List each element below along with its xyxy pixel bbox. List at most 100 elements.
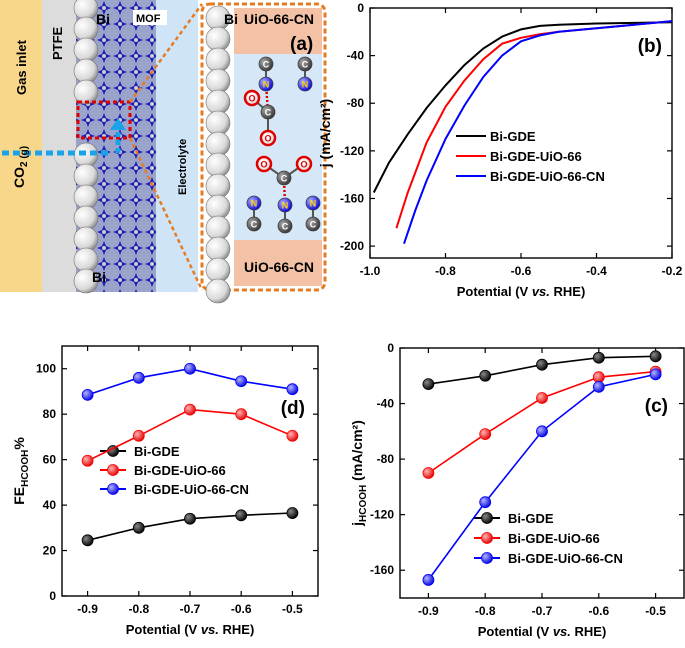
atom-symbol: C xyxy=(302,60,309,70)
bi-sphere xyxy=(73,163,99,189)
y-axis-label-suffix: (mA/cm²) xyxy=(349,420,365,485)
bi-sphere xyxy=(205,278,231,304)
atom xyxy=(276,170,292,186)
bi-sphere xyxy=(205,47,231,73)
data-point xyxy=(184,403,196,416)
legend-label: Bi-GDE-UiO-66 xyxy=(508,531,600,546)
atom-symbol: C xyxy=(282,222,289,232)
data-point xyxy=(592,380,605,393)
y-tick-label: -120 xyxy=(340,144,364,158)
panel-label: (c) xyxy=(645,396,668,417)
uio-label-top: UiO-66-CN xyxy=(244,11,314,27)
atom xyxy=(255,155,273,173)
x-tick-label: -0.2 xyxy=(662,264,683,278)
electrolyte-label: Electrolyte xyxy=(177,139,189,195)
atom-symbol: O xyxy=(248,94,255,104)
legend-marker xyxy=(107,483,119,495)
panel-label: (d) xyxy=(281,398,305,419)
x-tick-label: -0.6 xyxy=(231,602,252,616)
y-tick-label: 100 xyxy=(36,362,56,376)
chart-c: -0.9 -0.8 -0.7 -0.6 -0.5 0 -40 -80 -120 -160 Poten… xyxy=(349,341,685,639)
zoom-box xyxy=(76,100,132,140)
atom xyxy=(258,76,274,92)
bi-sphere xyxy=(205,131,231,157)
y-axis-label-sub: HCOOH xyxy=(20,450,31,487)
x-tick-label: -0.6 xyxy=(588,604,609,618)
bi-sphere xyxy=(205,89,231,115)
legend-label: Bi-GDE xyxy=(508,511,554,526)
x-axis-label-italic: vs. xyxy=(553,624,571,639)
zoom-line-top xyxy=(128,3,204,103)
atom-symbol: C xyxy=(310,220,317,230)
data-point xyxy=(235,375,248,388)
bi-sphere-column xyxy=(73,0,99,294)
legend-label: Bi-GDE xyxy=(490,129,536,144)
bi-sphere xyxy=(205,152,231,178)
y-axis-label-sub: HCOOH xyxy=(358,485,369,522)
atom xyxy=(277,218,293,234)
atom xyxy=(295,155,313,173)
y-tick-label: 60 xyxy=(43,453,57,467)
data-point xyxy=(132,371,145,384)
y-tick-label: -40 xyxy=(347,49,365,63)
x-axis-label-prefix: Potential (V xyxy=(457,284,532,299)
bi-sphere xyxy=(73,205,99,231)
chart-b: -1.0 -0.8 -0.6 -0.4 -0.2 0 -40 -80 -120 -160 -200 P… xyxy=(317,1,683,299)
data-point xyxy=(649,350,662,363)
y-tick-label: -160 xyxy=(340,191,364,205)
zoom-line-bottom xyxy=(128,137,204,291)
legend-marker xyxy=(481,552,493,564)
co2-label: CO2 (g) xyxy=(11,146,30,188)
y-tick-label: -200 xyxy=(340,239,364,253)
bi-label-zoom: Bi xyxy=(224,11,238,27)
data-point xyxy=(81,454,94,467)
atom-symbol: O xyxy=(300,160,307,170)
x-axis-label-suffix: RHE) xyxy=(219,622,254,637)
bi-sphere xyxy=(73,16,99,42)
legend-label: Bi-GDE-UiO-66-CN xyxy=(490,169,605,184)
uio-label-bottom: UiO-66-CN xyxy=(244,259,314,275)
y-tick-label: -80 xyxy=(377,452,395,466)
y-tick-label: 40 xyxy=(43,498,57,512)
bi-label-top: Bi xyxy=(96,11,110,27)
x-tick-label: -0.9 xyxy=(418,604,439,618)
series-line-0 xyxy=(372,21,673,193)
x-tick-label: -0.7 xyxy=(532,604,553,618)
y-axis-label-main: FE xyxy=(11,487,27,505)
legend-marker xyxy=(481,532,493,544)
atom-symbol: N xyxy=(263,80,270,90)
data-point xyxy=(235,408,248,421)
bi-sphere xyxy=(205,215,231,241)
bi-label-bottom: Bi xyxy=(92,269,106,285)
panel-a-label: (a) xyxy=(290,34,313,55)
y-tick-label: -80 xyxy=(347,96,365,110)
chart-d: -0.9 -0.8 -0.7 -0.6 -0.5 0 20 40 60 80 100 Potentia… xyxy=(11,345,319,637)
bi-sphere xyxy=(73,226,99,252)
y-tick-label: 0 xyxy=(49,589,56,603)
legend-label: Bi-GDE-UiO-66-CN xyxy=(508,551,623,566)
atom xyxy=(277,197,293,213)
bi-sphere xyxy=(205,26,231,52)
y-axis-label-main: j (mA/cm²) xyxy=(317,99,333,168)
atom-symbol: C xyxy=(263,60,270,70)
mof-label: MOF xyxy=(136,13,161,25)
data-point xyxy=(422,574,435,586)
data-point xyxy=(235,509,248,522)
x-tick-label: -0.5 xyxy=(645,604,666,618)
atom-symbol: C xyxy=(281,174,288,184)
bi-sphere xyxy=(205,68,231,94)
x-axis-label-prefix: Potential (V xyxy=(478,624,553,639)
data-point xyxy=(649,368,662,381)
arrow-head-icon xyxy=(110,118,126,130)
x-tick-label: -0.6 xyxy=(511,264,532,278)
schematic-panel-a: PTFE Gas inlet CO2 (g) Bi Bi MOF Electro… xyxy=(0,0,327,304)
x-tick-label: -0.4 xyxy=(586,264,607,278)
atom-symbol: O xyxy=(264,134,271,144)
y-tick-label: 20 xyxy=(43,544,57,558)
ptfe-label: PTFE xyxy=(50,26,65,60)
bi-sphere xyxy=(205,257,231,283)
x-axis-label-prefix: Potential (V xyxy=(126,622,201,637)
data-point xyxy=(422,467,435,479)
data-point xyxy=(536,392,548,404)
